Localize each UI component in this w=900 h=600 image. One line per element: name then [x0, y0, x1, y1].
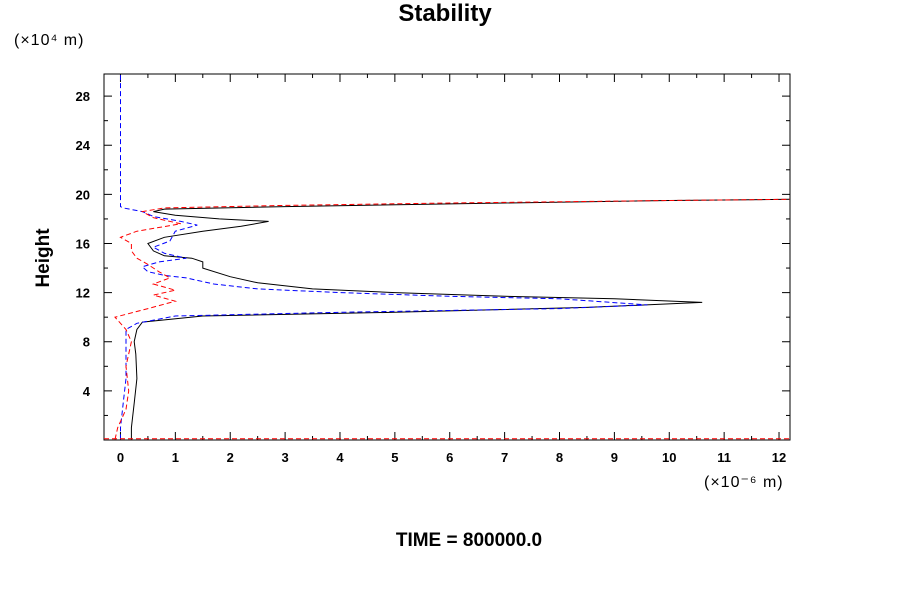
- y-tick-label: 12: [76, 286, 90, 301]
- y-tick-label: 28: [76, 89, 90, 104]
- y-tick-label: 4: [83, 384, 91, 399]
- series-line-1: [130, 198, 790, 440]
- y-tick-label: 20: [76, 187, 90, 202]
- y-axis-label: Height: [33, 228, 54, 288]
- x-tick-label: 7: [501, 450, 508, 465]
- chart-title: Stability: [398, 0, 492, 27]
- x-tick-label: 11: [717, 450, 731, 465]
- x-tick-label: 0: [117, 450, 124, 465]
- x-tick-label: 5: [391, 450, 398, 465]
- x-tick-label: 3: [281, 450, 288, 465]
- series-line-2: [120, 74, 648, 440]
- series-line-3: [114, 198, 790, 440]
- x-tick-label: 8: [556, 450, 563, 465]
- y-axis-units: (×10⁴ m): [14, 32, 85, 49]
- x-tick-label: 1: [172, 450, 179, 465]
- time-footer: TIME = 800000.0: [395, 530, 543, 551]
- x-tick-label: 6: [446, 450, 453, 465]
- plot-frame: [103, 73, 791, 441]
- x-tick-label: 4: [336, 450, 344, 465]
- x-axis-units: (×10⁻⁶ m): [704, 474, 784, 491]
- x-tick-label: 9: [611, 450, 618, 465]
- x-tick-label: 10: [662, 450, 676, 465]
- x-tick-label: 2: [227, 450, 234, 465]
- x-tick-label: 12: [772, 450, 786, 465]
- y-tick-label: 8: [83, 335, 90, 350]
- y-tick-label: 24: [76, 138, 91, 153]
- y-tick-label: 16: [76, 236, 90, 251]
